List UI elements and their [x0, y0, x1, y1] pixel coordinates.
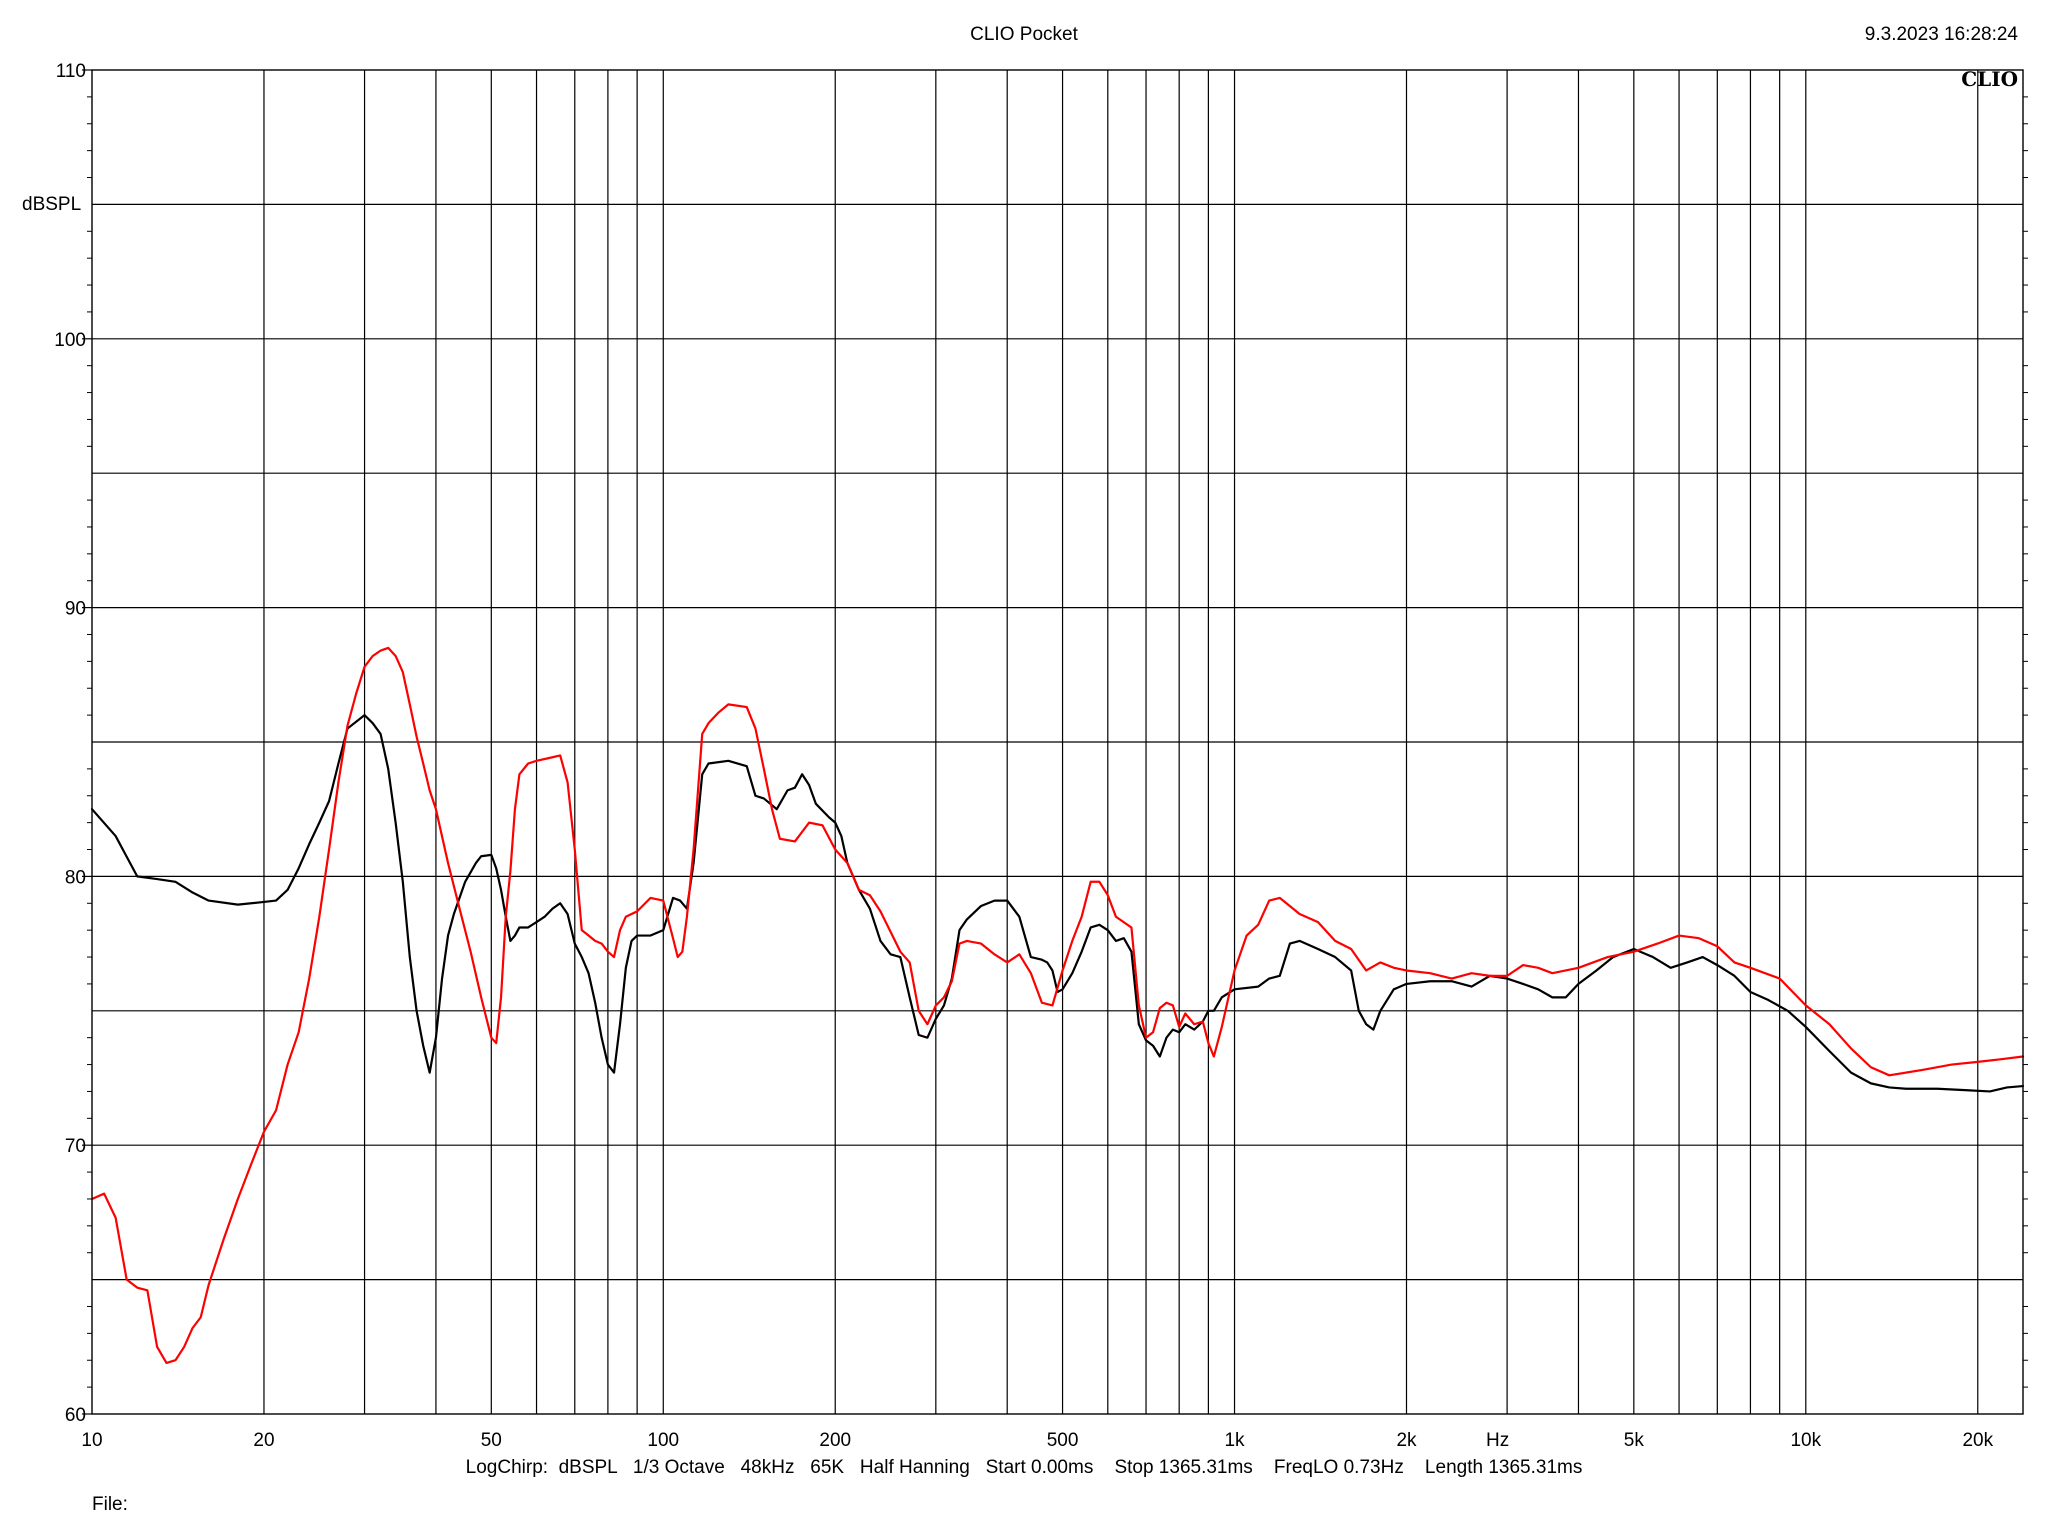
x-tick-label: 10 [81, 1430, 102, 1451]
x-tick-label: 200 [819, 1430, 851, 1451]
x-tick-label: 20 [253, 1430, 274, 1451]
app-title: CLIO Pocket [970, 24, 1078, 45]
series-layer [90, 646, 2025, 1365]
x-tick-labels: 10 20 50 100 200 500 1k 2k 5k 10k 20k [81, 1430, 1993, 1451]
y-tick-label: 80 [65, 867, 86, 888]
y-tick-label: 60 [65, 1405, 86, 1426]
x-tick-label: 10k [1790, 1430, 1821, 1451]
timestamp: 9.3.2023 16:28:24 [1864, 24, 2018, 45]
x-tick-label: 2k [1396, 1430, 1417, 1451]
x-axis-label: Hz [1486, 1430, 1509, 1451]
grid-minor [87, 96, 2028, 1388]
x-tick-label: 20k [1962, 1430, 1993, 1451]
x-tick-label: 50 [481, 1430, 502, 1451]
file-label: File: [92, 1494, 128, 1515]
y-tick-label: 100 [54, 330, 86, 351]
y-axis-label: dBSPL [22, 194, 81, 215]
grid-major [92, 70, 2023, 1414]
x-tick-label: 500 [1047, 1430, 1079, 1451]
y-tick-label: 90 [65, 599, 86, 620]
y-tick-labels: 60 70 80 90 100 110 [54, 61, 92, 1426]
measurement-settings: LogChirp: dBSPL 1/3 Octave 48kHz 65K Hal… [465, 1457, 1583, 1478]
plot-frame [91, 69, 2024, 1415]
clio-brand-logo: CLIO [1961, 67, 2018, 91]
x-tick-label: 5k [1624, 1430, 1645, 1451]
x-tick-label: 1k [1224, 1430, 1245, 1451]
x-tick-label: 100 [647, 1430, 679, 1451]
y-tick-label: 110 [56, 61, 86, 82]
response-curve-red [90, 646, 2025, 1365]
y-tick-label: 70 [65, 1136, 86, 1157]
